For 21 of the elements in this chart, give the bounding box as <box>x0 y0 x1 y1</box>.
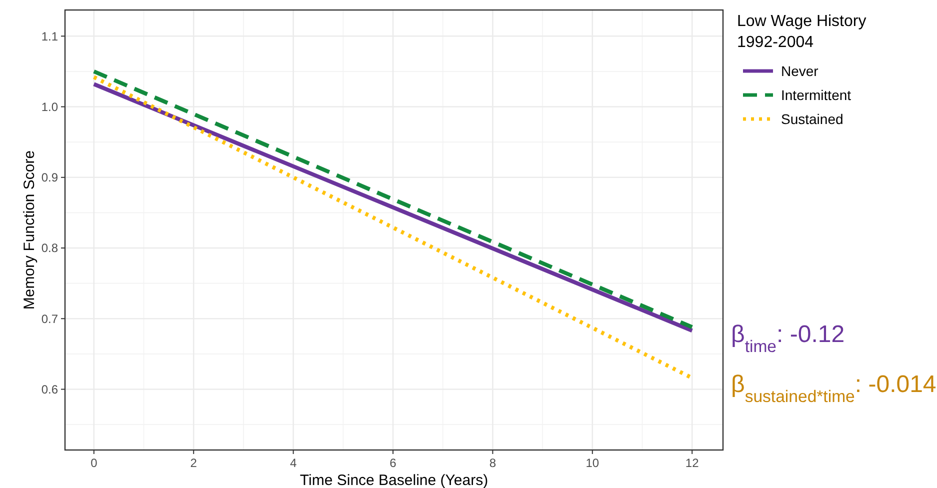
y-tick-label: 0.7 <box>41 312 58 326</box>
y-tick-label: 0.6 <box>41 382 58 396</box>
x-tick-label: 8 <box>489 456 496 470</box>
legend-label: Sustained <box>781 110 844 127</box>
text: β$_{sustained*time}$: -0.014 <box>731 371 936 406</box>
x-tick-label: 0 <box>90 456 98 470</box>
legend-label: Never <box>781 62 819 79</box>
legend-title: Low Wage History 1992-2004 <box>737 13 866 51</box>
y-tick-label: 0.8 <box>41 241 58 256</box>
x-tick-label: 6 <box>390 456 397 470</box>
y-tick-label: 1.1 <box>41 29 58 44</box>
x-axis-title: Time Since Baseline (Years) <box>300 472 488 488</box>
y-tick-label: 1.0 <box>41 100 58 114</box>
y-tick-label: 0.9 <box>41 170 58 185</box>
x-tick-label: 10 <box>586 456 600 470</box>
x-tick-label: 12 <box>685 456 700 470</box>
x-tick-label: 2 <box>190 456 198 470</box>
text: β$_{time}$: -0.12 <box>731 321 845 356</box>
y-axis-title: Memory Function Score <box>21 150 38 310</box>
legend-label: Intermittent <box>781 86 852 103</box>
x-tick-label: 4 <box>290 456 297 470</box>
